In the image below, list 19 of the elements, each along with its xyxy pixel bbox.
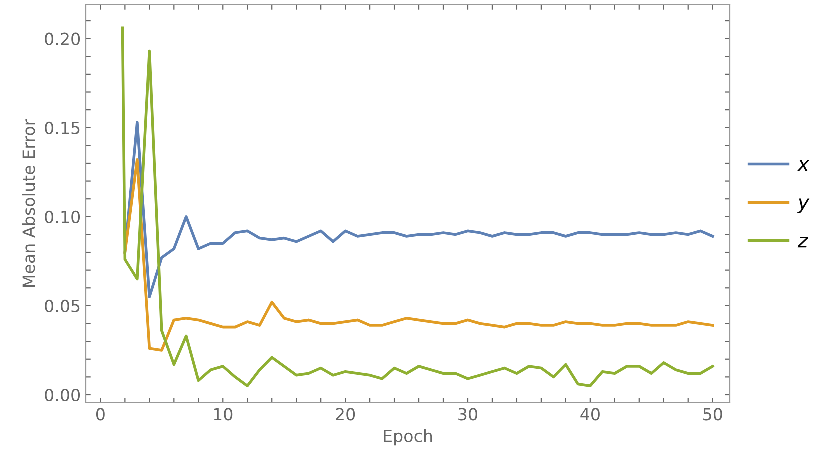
x-tick-label: 50 (704, 408, 722, 421)
y-axis-title: Mean Absolute Error (22, 119, 36, 288)
legend-label: x (797, 160, 810, 172)
x-tick-label: 30 (458, 408, 478, 421)
legend-label: z (798, 236, 808, 248)
x-tick-label: 0 (96, 408, 105, 421)
y-tick-label: 0.20 (45, 32, 80, 46)
y-tick-label: 0.10 (45, 210, 80, 224)
line-series (124, 158, 714, 352)
x-tick-label: 40 (580, 408, 600, 421)
line-series (121, 26, 714, 388)
line-series (124, 121, 714, 298)
y-tick-label: 0.05 (45, 300, 80, 313)
legend-label: y (797, 198, 810, 214)
x-axis-title: Epoch (384, 430, 432, 446)
x-tick-label: 20 (336, 408, 356, 421)
y-tick-label: 0.00 (45, 388, 80, 402)
y-tick-label: 0.15 (45, 122, 80, 134)
x-tick-label: 10 (214, 408, 233, 421)
